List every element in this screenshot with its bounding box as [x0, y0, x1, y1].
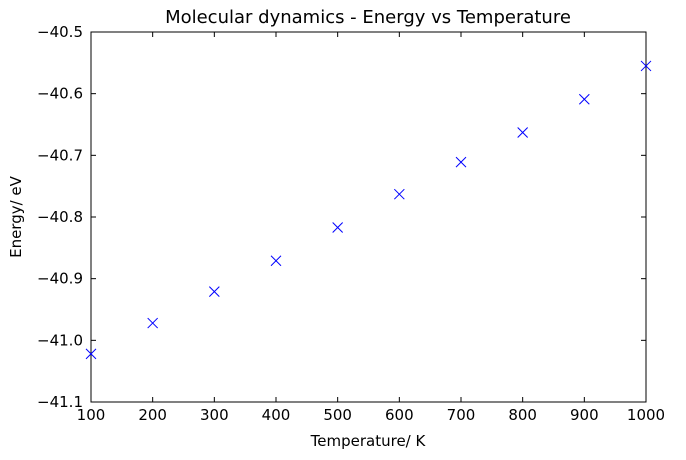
x-tick-label: 800: [508, 406, 537, 424]
data-series: [85, 60, 652, 360]
x-tick-label: 500: [323, 406, 352, 424]
y-tick-label: −41.1: [37, 393, 83, 411]
y-tick-label: −40.8: [37, 208, 83, 226]
chart-title: Molecular dynamics - Energy vs Temperatu…: [165, 7, 571, 28]
x-tick-label: 900: [570, 406, 599, 424]
y-tick-label: −40.5: [37, 23, 83, 41]
x-tick-label: 700: [447, 406, 476, 424]
y-axis-label: Energy/ eV: [7, 175, 25, 258]
y-tick-label: −41.0: [37, 331, 83, 349]
data-point: [332, 222, 344, 233]
data-point: [578, 93, 590, 105]
x-tick-label: 200: [138, 406, 167, 424]
x-tick-label: 300: [200, 406, 229, 424]
data-point: [85, 348, 97, 360]
y-tick-label: −40.6: [37, 85, 83, 103]
x-axis: 100 200 300 400 500 600 700 800 900 1000: [77, 32, 665, 424]
data-point: [517, 127, 529, 138]
data-point: [147, 317, 159, 329]
y-axis: −40.5 −40.6 −40.7 −40.8 −40.9 −41.0 −41.1: [37, 23, 646, 411]
y-tick-label: −40.7: [37, 146, 83, 164]
y-tick-label: −40.9: [37, 270, 83, 288]
data-point: [208, 286, 220, 297]
data-point: [640, 60, 652, 72]
plot-area: [90, 31, 647, 403]
x-tick-label: 400: [262, 406, 291, 424]
x-tick-label: 100: [77, 406, 106, 424]
x-tick-label: 1000: [627, 406, 665, 424]
x-tick-label: 600: [385, 406, 414, 424]
data-point: [270, 255, 282, 267]
data-point: [393, 188, 405, 200]
data-point: [455, 156, 467, 168]
x-axis-label: Temperature/ K: [310, 432, 427, 450]
